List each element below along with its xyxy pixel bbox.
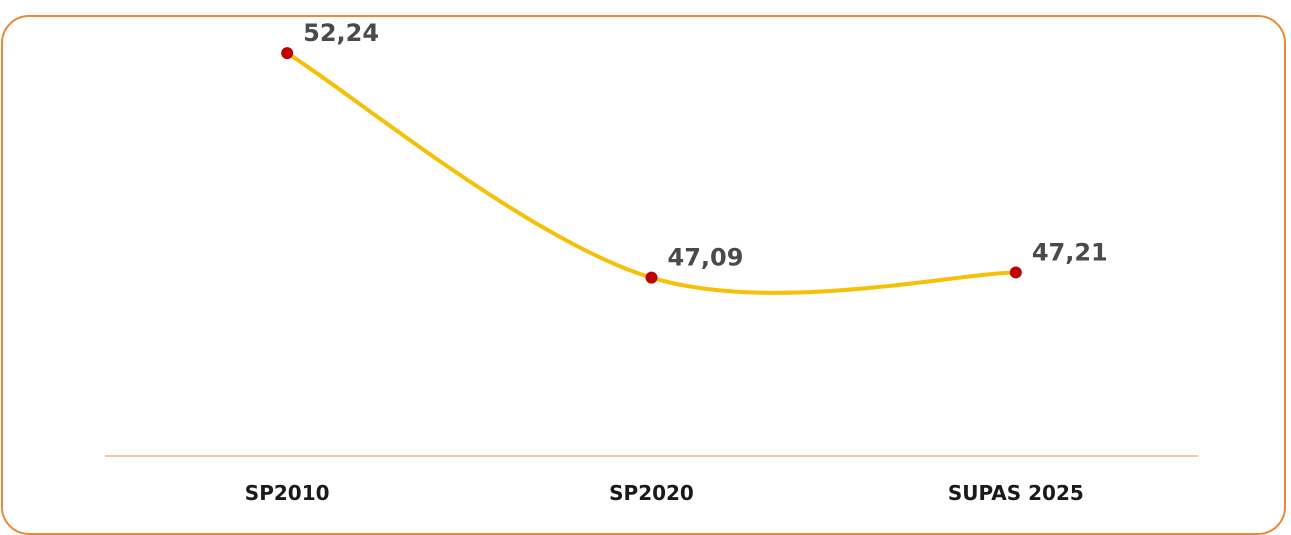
category-tick-label: SUPAS 2025 <box>948 481 1084 505</box>
category-tick-label: SP2010 <box>245 481 330 505</box>
series-line <box>285 51 1018 295</box>
markers-group <box>281 47 1022 284</box>
data-point-marker <box>645 271 658 284</box>
data-point-marker <box>1009 266 1022 279</box>
data-label: 47,09 <box>668 244 744 272</box>
data-labels-group: 52,24 47,09 47,21 <box>303 19 1108 272</box>
category-labels-group: SP2010 SP2020 SUPAS 2025 <box>245 481 1084 505</box>
data-label: 52,24 <box>303 19 379 47</box>
data-label: 47,21 <box>1032 238 1108 266</box>
data-point-marker <box>281 47 294 60</box>
category-tick-label: SP2020 <box>609 481 694 505</box>
